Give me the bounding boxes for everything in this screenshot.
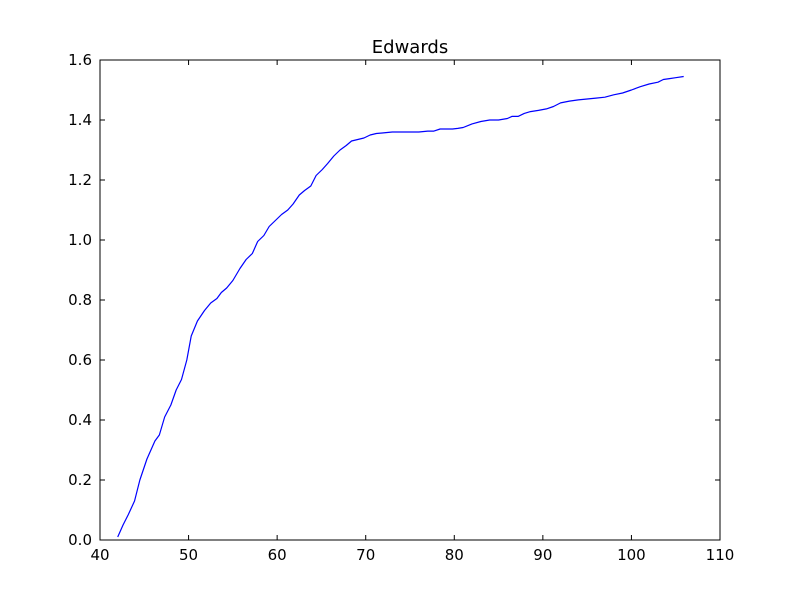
x-tick-label: 60 [268,546,287,564]
y-tick-label: 0.0 [68,531,92,549]
series-group [117,75,684,538]
x-axis: 40 50 60 70 80 90 100 110 [90,60,734,564]
x-tick-label: 90 [533,546,552,564]
y-tick-label: 0.2 [68,471,92,489]
chart-title: Edwards [372,37,448,58]
x-tick-label: 70 [356,546,375,564]
y-tick-label: 0.8 [68,291,92,309]
y-tick-label: 1.4 [68,111,92,129]
x-tick-label: 50 [179,546,198,564]
x-tick-label: 110 [706,546,735,564]
y-axis: 0.0 0.2 0.4 0.6 0.8 1.0 1.2 1.4 1.6 [68,51,720,549]
series-line-0 [117,75,684,538]
x-tick-label: 40 [90,546,109,564]
y-tick-label: 1.0 [68,231,92,249]
y-tick-label: 0.4 [68,411,92,429]
plot-background [100,60,720,540]
y-tick-label: 1.2 [68,171,92,189]
plot-area [99,59,721,541]
x-tick-label: 100 [617,546,646,564]
y-tick-label: 0.6 [68,351,92,369]
y-tick-label: 1.6 [68,51,92,69]
x-tick-label: 80 [445,546,464,564]
